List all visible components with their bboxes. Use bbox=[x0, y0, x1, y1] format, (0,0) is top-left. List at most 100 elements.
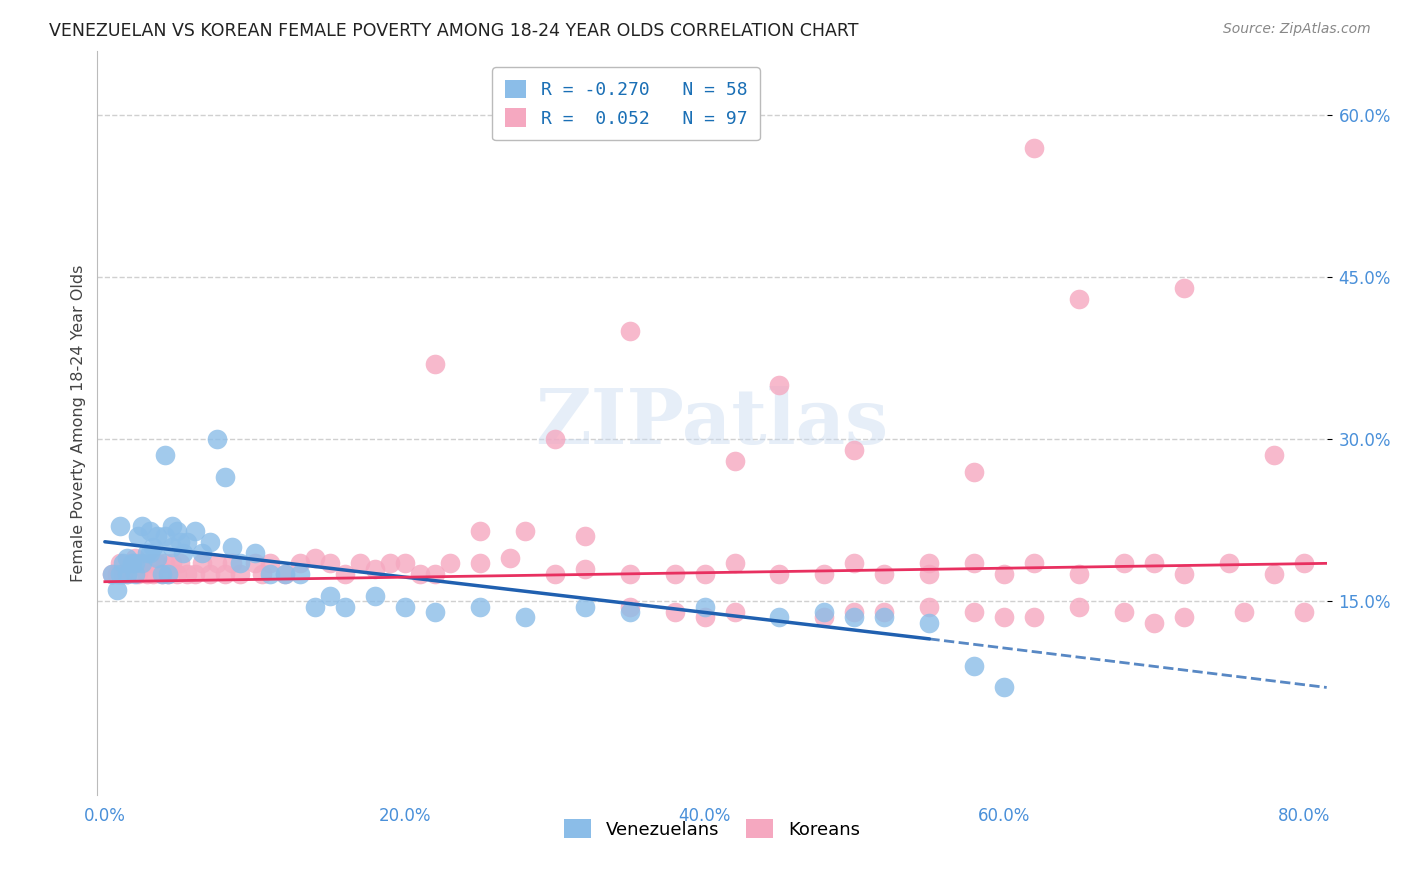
Point bbox=[619, 567, 641, 582]
Point bbox=[117, 567, 139, 582]
Point bbox=[105, 567, 128, 582]
Point bbox=[1294, 557, 1316, 571]
Point bbox=[319, 589, 342, 603]
Point bbox=[1173, 567, 1195, 582]
Point bbox=[423, 605, 446, 619]
Point bbox=[1114, 557, 1136, 571]
Point bbox=[918, 599, 941, 614]
Point bbox=[156, 567, 179, 582]
Point bbox=[259, 557, 281, 571]
Point bbox=[117, 551, 139, 566]
Point bbox=[111, 557, 134, 571]
Point bbox=[304, 599, 326, 614]
Point bbox=[150, 567, 173, 582]
Point bbox=[498, 551, 520, 566]
Point bbox=[1263, 567, 1285, 582]
Point bbox=[184, 524, 207, 538]
Point bbox=[124, 557, 146, 571]
Point bbox=[1218, 557, 1240, 571]
Point bbox=[394, 599, 416, 614]
Point bbox=[963, 465, 986, 479]
Point bbox=[513, 524, 536, 538]
Point bbox=[918, 557, 941, 571]
Point bbox=[319, 557, 342, 571]
Point bbox=[146, 529, 169, 543]
Point bbox=[127, 529, 149, 543]
Point bbox=[963, 605, 986, 619]
Point bbox=[169, 534, 191, 549]
Legend: Venezuelans, Koreans: Venezuelans, Koreans bbox=[557, 812, 868, 846]
Point bbox=[993, 610, 1015, 624]
Point bbox=[844, 557, 866, 571]
Point bbox=[1114, 605, 1136, 619]
Point bbox=[768, 567, 790, 582]
Text: Source: ZipAtlas.com: Source: ZipAtlas.com bbox=[1223, 22, 1371, 37]
Point bbox=[207, 432, 229, 446]
Point bbox=[135, 545, 157, 559]
Point bbox=[139, 557, 162, 571]
Point bbox=[162, 518, 184, 533]
Point bbox=[221, 540, 243, 554]
Point bbox=[1024, 557, 1046, 571]
Point bbox=[349, 557, 371, 571]
Point bbox=[723, 605, 745, 619]
Point bbox=[153, 557, 176, 571]
Point bbox=[1263, 449, 1285, 463]
Point bbox=[142, 567, 165, 582]
Point bbox=[162, 540, 184, 554]
Point bbox=[176, 567, 198, 582]
Point bbox=[191, 557, 214, 571]
Point bbox=[378, 557, 401, 571]
Point bbox=[364, 562, 387, 576]
Point bbox=[1024, 610, 1046, 624]
Text: VENEZUELAN VS KOREAN FEMALE POVERTY AMONG 18-24 YEAR OLDS CORRELATION CHART: VENEZUELAN VS KOREAN FEMALE POVERTY AMON… bbox=[49, 22, 859, 40]
Point bbox=[423, 357, 446, 371]
Point bbox=[166, 567, 188, 582]
Point bbox=[844, 610, 866, 624]
Point bbox=[963, 557, 986, 571]
Point bbox=[135, 567, 157, 582]
Point bbox=[513, 610, 536, 624]
Point bbox=[243, 557, 266, 571]
Point bbox=[723, 557, 745, 571]
Point bbox=[543, 432, 565, 446]
Point bbox=[111, 567, 134, 582]
Point bbox=[1024, 141, 1046, 155]
Point bbox=[543, 567, 565, 582]
Point bbox=[364, 589, 387, 603]
Point bbox=[150, 567, 173, 582]
Point bbox=[131, 518, 153, 533]
Point bbox=[664, 567, 686, 582]
Point bbox=[101, 567, 124, 582]
Point bbox=[153, 449, 176, 463]
Point bbox=[664, 605, 686, 619]
Point bbox=[131, 557, 153, 571]
Point bbox=[198, 567, 221, 582]
Point bbox=[619, 324, 641, 338]
Point bbox=[468, 599, 491, 614]
Point bbox=[1294, 605, 1316, 619]
Point bbox=[993, 681, 1015, 695]
Point bbox=[1173, 610, 1195, 624]
Point bbox=[1143, 557, 1166, 571]
Point bbox=[693, 599, 716, 614]
Point bbox=[768, 378, 790, 392]
Point bbox=[394, 557, 416, 571]
Point bbox=[274, 567, 297, 582]
Point bbox=[166, 524, 188, 538]
Point bbox=[1069, 599, 1091, 614]
Point bbox=[207, 557, 229, 571]
Point bbox=[408, 567, 430, 582]
Point bbox=[288, 557, 311, 571]
Point bbox=[1069, 567, 1091, 582]
Point bbox=[1143, 615, 1166, 630]
Point bbox=[139, 545, 162, 559]
Point bbox=[101, 567, 124, 582]
Point bbox=[693, 567, 716, 582]
Point bbox=[131, 557, 153, 571]
Point bbox=[468, 524, 491, 538]
Point bbox=[214, 567, 236, 582]
Point bbox=[124, 567, 146, 582]
Point bbox=[146, 551, 169, 566]
Point bbox=[619, 599, 641, 614]
